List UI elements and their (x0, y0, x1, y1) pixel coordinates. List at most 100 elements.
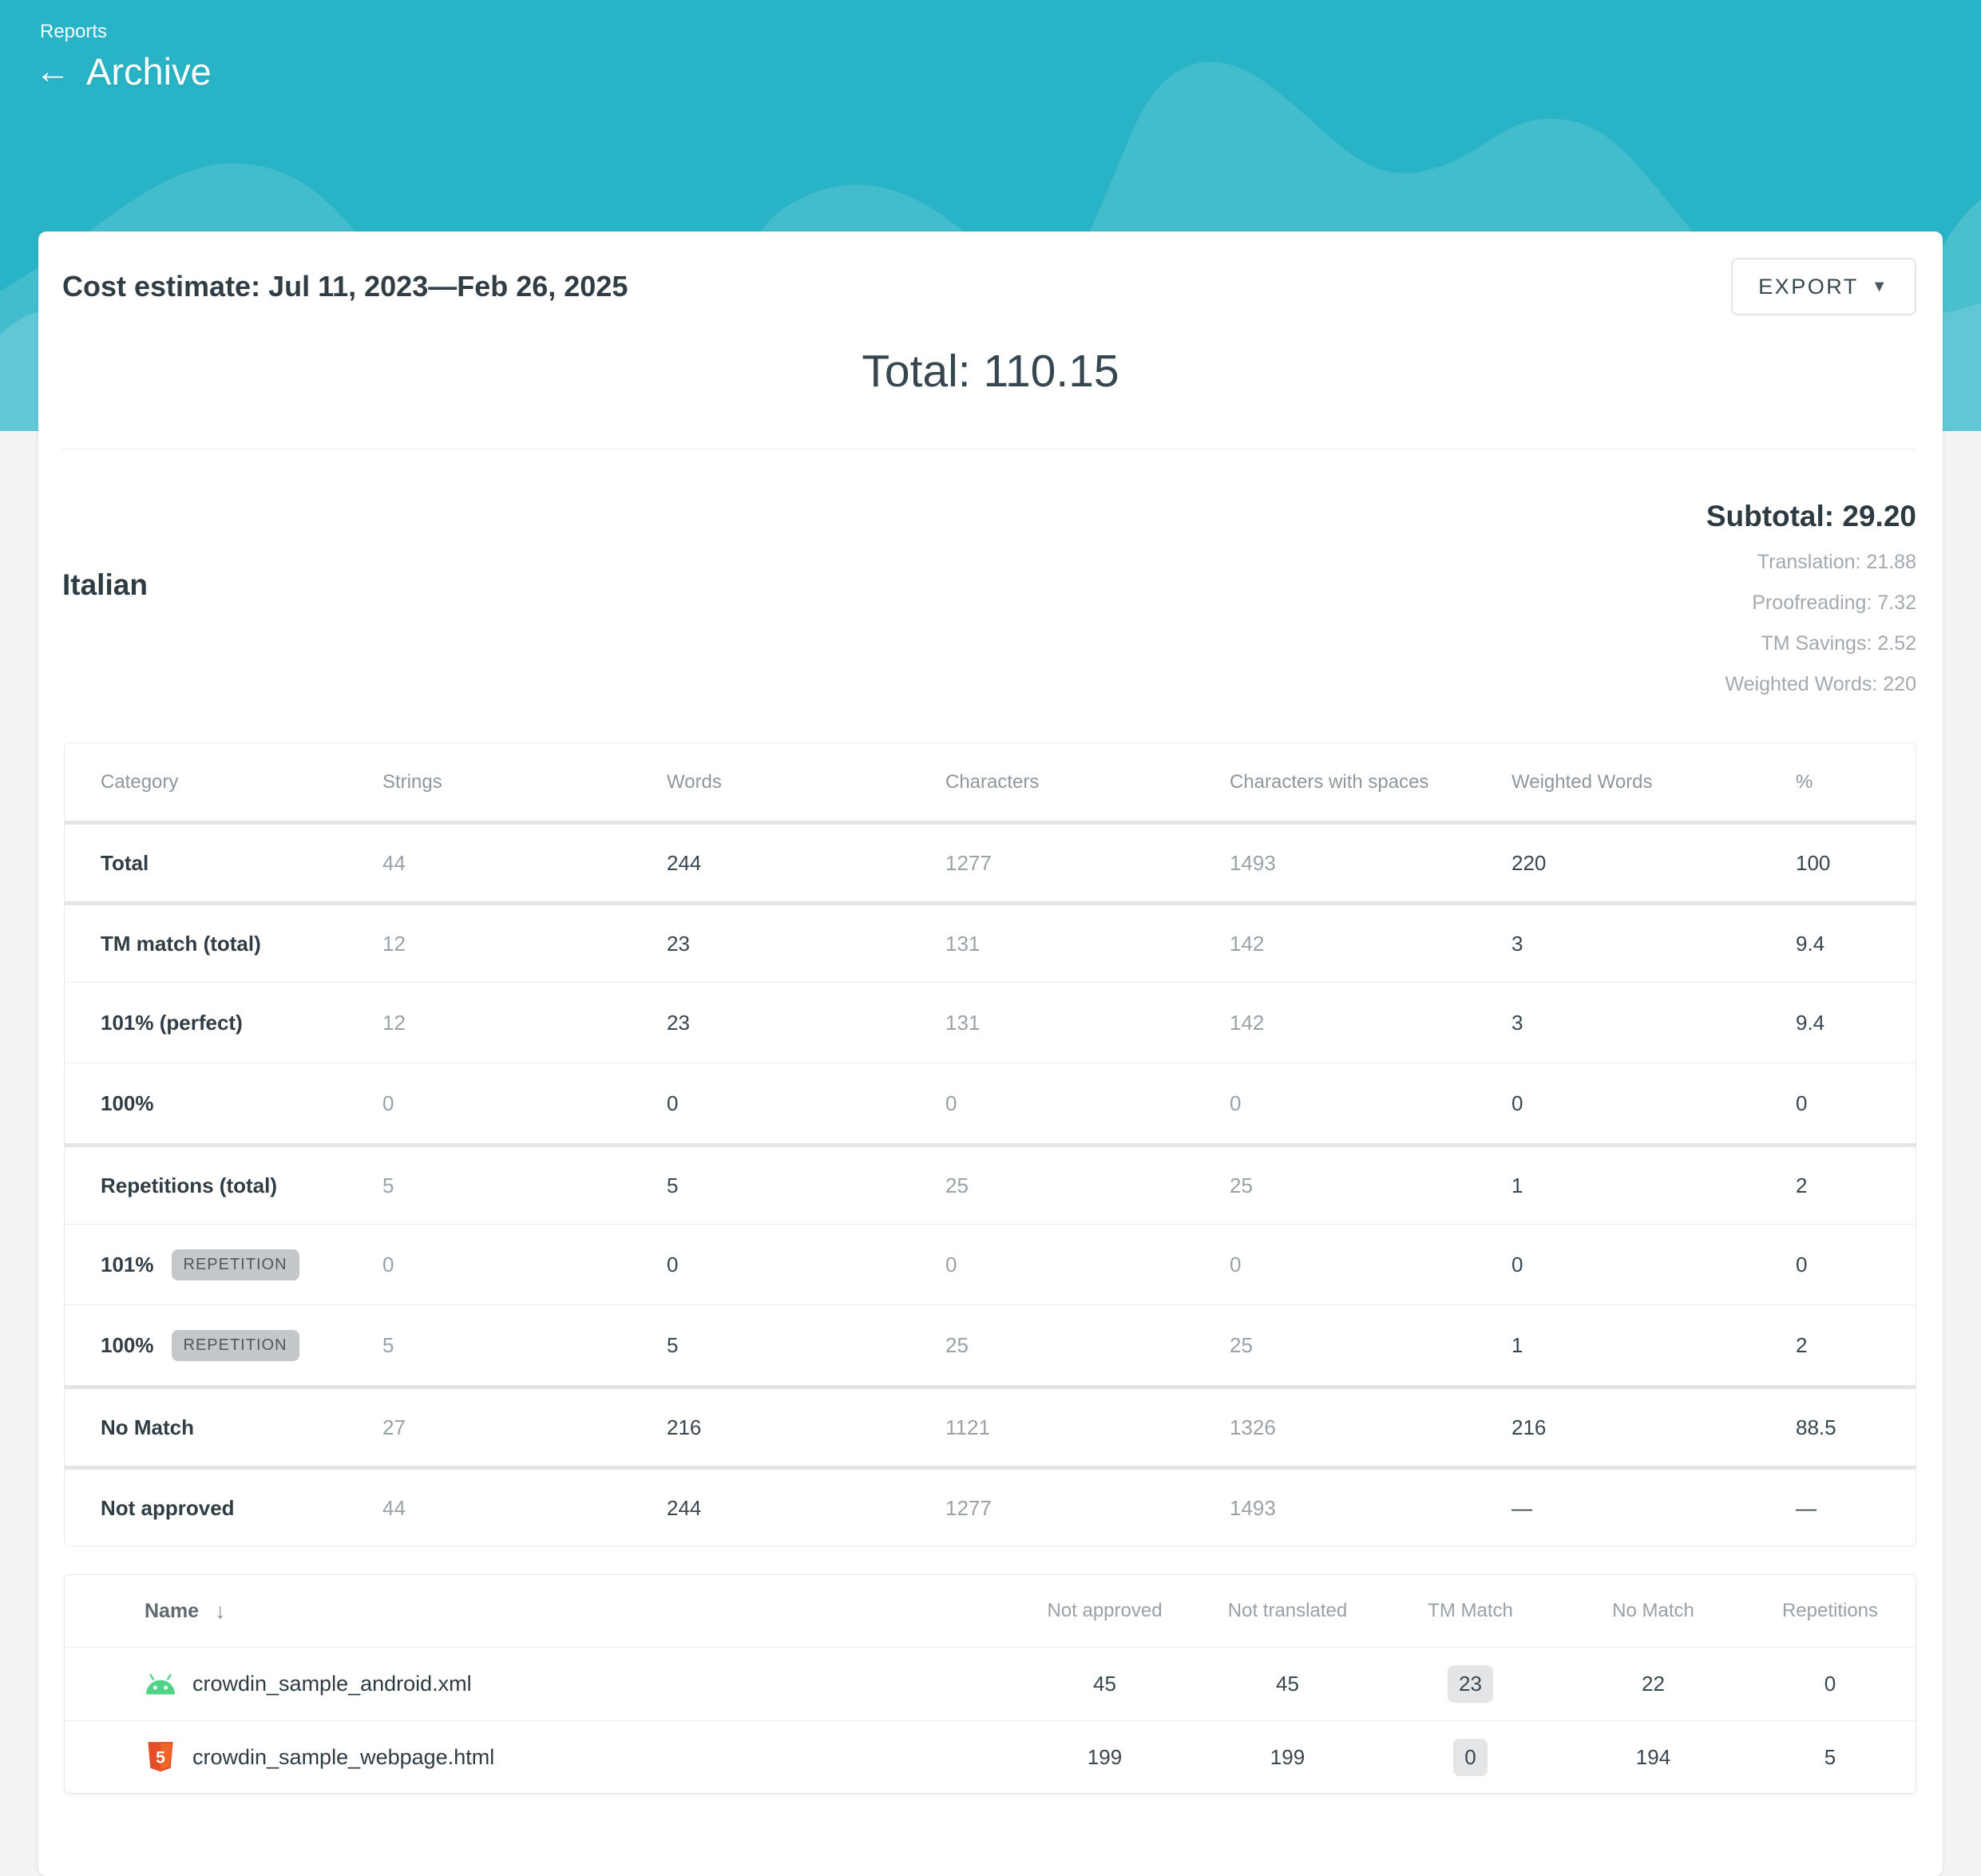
files-sort-header-name[interactable]: Name ↓ (65, 1599, 1013, 1624)
category-value: 0 (945, 1090, 957, 1115)
category-column-header: % (1796, 770, 1813, 793)
category-value: 1277 (945, 850, 992, 875)
category-value: 27 (382, 1415, 406, 1439)
category-table-header: Category Strings Words Characters Characters… (65, 743, 1916, 821)
category-value: 1493 (1230, 850, 1276, 875)
category-value: 0 (382, 1252, 394, 1276)
file-value: 199 (1270, 1745, 1305, 1769)
files-column-header[interactable]: TM Match (1428, 1600, 1513, 1621)
language-summary: Subtotal: 29.20 Translation: 21.88 Proof… (1706, 500, 1916, 696)
category-value: 5 (382, 1332, 394, 1357)
category-value: 25 (945, 1332, 969, 1357)
category-value: 0 (382, 1090, 394, 1115)
category-column-header: Characters with spaces (1230, 770, 1429, 793)
category-value: 0 (1230, 1252, 1242, 1276)
file-value: 5 (1824, 1745, 1836, 1769)
export-button[interactable]: EXPORT ▼ (1731, 258, 1916, 315)
back-arrow-icon[interactable]: ← (35, 51, 70, 91)
file-value: 0 (1824, 1672, 1836, 1696)
category-row: No Match 27 216 1121 1326 216 88.5 (65, 1385, 1916, 1466)
file-value: 45 (1093, 1672, 1116, 1696)
category-value: 1326 (1230, 1415, 1276, 1439)
file-row: crowdin_sample_android.xml 45 45 23 22 0 (65, 1647, 1916, 1720)
category-row: 100% REPETITION 5 5 25 25 1 2 (65, 1304, 1916, 1385)
category-value: 88.5 (1796, 1415, 1836, 1439)
category-value: 0 (1796, 1090, 1808, 1115)
category-value: — (1512, 1495, 1532, 1520)
file-value: 194 (1635, 1745, 1671, 1769)
subtotal: Subtotal: 29.20 (1706, 500, 1916, 532)
chevron-down-icon: ▼ (1871, 277, 1889, 295)
category-label: 101% (perfect) (101, 1010, 243, 1035)
file-value: 23 (1379, 1665, 1562, 1703)
category-value: — (1796, 1495, 1817, 1520)
files-name-column-label: Name (145, 1599, 200, 1622)
file-value: 22 (1642, 1672, 1665, 1696)
category-column-header: Words (667, 770, 722, 793)
category-value: 2 (1796, 1332, 1808, 1357)
category-label-cell: 101% (perfect) (65, 1011, 382, 1035)
category-label-cell: TM match (total) (65, 932, 382, 956)
page-title: Archive (86, 50, 212, 93)
category-row: 101% (perfect) 12 23 131 142 3 9.4 (65, 982, 1916, 1063)
category-table: Category Strings Words Characters Characters… (64, 742, 1916, 1546)
category-value: 5 (667, 1173, 679, 1197)
category-label: TM match (total) (101, 931, 261, 956)
file-value: 0 (1379, 1739, 1562, 1776)
category-label-cell: Not approved (65, 1496, 382, 1521)
category-value: 1277 (945, 1495, 992, 1520)
html5-icon: 5 (145, 1741, 176, 1774)
category-value: 12 (382, 1010, 406, 1035)
category-value: 25 (945, 1173, 969, 1197)
summary-weighted-words: Weighted Words: 220 (1725, 673, 1917, 695)
category-column-header: Characters (945, 770, 1040, 793)
category-value: 216 (667, 1415, 702, 1439)
category-row: Not approved 44 244 1277 1493 — — (65, 1466, 1916, 1546)
category-value: 23 (667, 931, 690, 956)
file-value: 199 (1087, 1745, 1123, 1769)
category-value: 5 (667, 1332, 679, 1357)
tm-match-badge: 23 (1448, 1665, 1493, 1703)
files-column-header[interactable]: Repetitions (1781, 1600, 1879, 1621)
category-value: 3 (1512, 931, 1523, 956)
category-table-body: Total 44 244 1277 1493 220 100 TM match (total)… (65, 821, 1916, 1546)
category-value: 0 (1796, 1252, 1808, 1276)
report-card: Cost estimate: Jul 11, 2023—Feb 26, 2025… (38, 232, 1943, 1876)
category-label: 101% (101, 1252, 154, 1276)
category-row: Repetitions (total) 5 5 25 25 1 2 (65, 1143, 1916, 1224)
category-row: 100% 0 0 0 0 0 0 (65, 1063, 1916, 1143)
files-column-header[interactable]: Not translated (1227, 1600, 1348, 1621)
category-value: 1 (1512, 1332, 1523, 1357)
category-value: 220 (1512, 850, 1547, 875)
category-row: TM match (total) 12 23 131 142 3 9.4 (65, 901, 1916, 982)
summary-translation: Translation: 21.88 (1757, 551, 1916, 573)
breadcrumb[interactable]: Reports (40, 21, 108, 42)
category-label-cell: Total (65, 851, 382, 876)
category-value: 131 (945, 931, 981, 956)
category-value: 5 (382, 1173, 394, 1197)
category-label: Not approved (101, 1495, 235, 1520)
category-value: 44 (382, 850, 406, 875)
file-name-cell: 5 crowdin_sample_webpage.html (65, 1741, 1013, 1774)
category-value: 142 (1230, 931, 1265, 956)
files-column-header[interactable]: No Match (1612, 1600, 1694, 1621)
summary-tm-savings: TM Savings: 2.52 (1761, 632, 1916, 655)
files-column-header[interactable]: Not approved (1047, 1600, 1163, 1621)
category-value: 1493 (1230, 1495, 1276, 1520)
file-name: crowdin_sample_android.xml (192, 1672, 472, 1696)
category-label: Total (101, 850, 149, 875)
category-label-cell: 100% REPETITION (65, 1329, 382, 1361)
category-value: 216 (1512, 1415, 1547, 1439)
category-label: Repetitions (total) (101, 1173, 277, 1197)
category-value: 0 (945, 1252, 957, 1276)
report-title: Cost estimate: Jul 11, 2023—Feb 26, 2025 (62, 270, 628, 303)
category-label: No Match (101, 1415, 194, 1439)
category-value: 131 (945, 1010, 981, 1035)
category-value: 25 (1230, 1332, 1253, 1357)
category-value: 3 (1512, 1010, 1523, 1035)
file-name-cell: crowdin_sample_android.xml (65, 1668, 1013, 1700)
category-value: 0 (1230, 1090, 1242, 1115)
category-value: 0 (667, 1090, 679, 1115)
category-value: 0 (1512, 1090, 1523, 1115)
category-label: 100% (101, 1332, 154, 1357)
